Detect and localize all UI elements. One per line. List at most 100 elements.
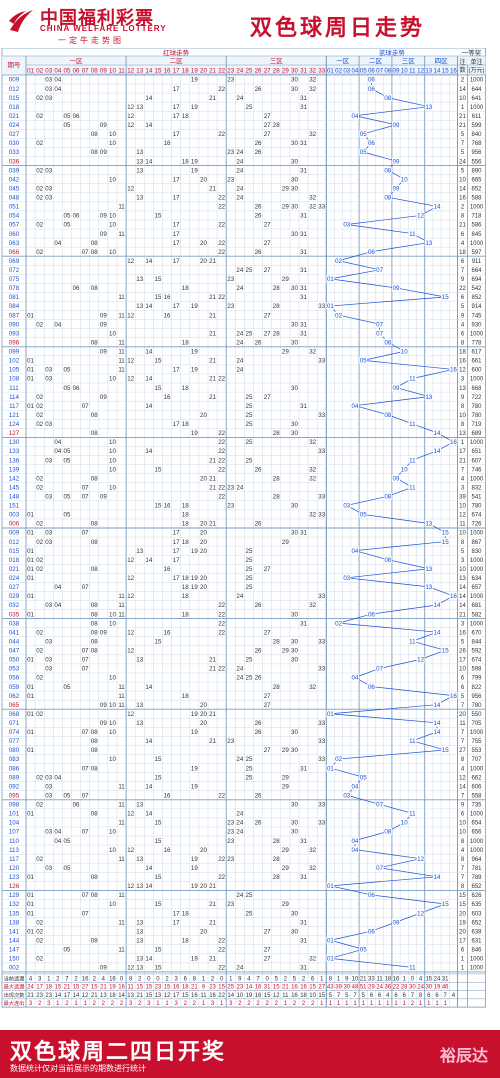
- red-ball-cell: 32: [309, 86, 316, 93]
- red-ball-cell: 09: [100, 312, 107, 319]
- red-ball-cell: 22: [218, 430, 225, 437]
- winners-cell: 5: [461, 168, 465, 174]
- red-ball-cell: 11: [118, 919, 125, 926]
- red-ball-cell: 16: [164, 394, 171, 401]
- red-ball-cell: 19: [191, 765, 198, 772]
- stat-cell: 16: [191, 993, 198, 999]
- red-ball-cell: 31: [300, 765, 307, 772]
- red-number-header: 27: [264, 68, 271, 75]
- blue-number-header: 14: [434, 68, 441, 75]
- red-ball-cell: 29: [282, 204, 289, 211]
- issue-cell: 053: [9, 666, 20, 673]
- red-ball-cell: 32: [309, 439, 316, 446]
- red-ball-cell: 24: [236, 185, 243, 192]
- red-ball-cell: 02: [36, 956, 43, 963]
- red-ball-cell: 19: [191, 783, 198, 790]
- blue-ball-cell: 05: [360, 358, 367, 365]
- footer-brand: 裕辰达: [439, 1048, 488, 1065]
- stat-cell: 2: [165, 976, 169, 982]
- red-ball-cell: 14: [145, 303, 152, 310]
- issue-cell: 038: [9, 620, 20, 627]
- red-ball-cell: 07: [82, 729, 89, 736]
- red-ball-cell: 03: [45, 367, 52, 374]
- welfare-lottery-logo-icon: [9, 10, 33, 32]
- stat-cell: 1: [165, 1001, 169, 1007]
- red-ball-cell: 30: [291, 638, 298, 645]
- red-ball-cell: 22: [218, 484, 225, 491]
- red-ball-cell: 01: [27, 684, 34, 691]
- red-ball-cell: 05: [64, 457, 71, 464]
- red-ball-cell: 04: [54, 448, 61, 455]
- blue-number-header: 12: [417, 68, 424, 75]
- red-ball-cell: 15: [155, 820, 162, 827]
- red-number-header: 13: [136, 68, 143, 75]
- blue-ball-cell: 15: [442, 530, 449, 537]
- red-number-header: 25: [246, 68, 253, 75]
- red-ball-cell: 03: [45, 829, 52, 836]
- red-ball-cell: 23: [227, 176, 234, 183]
- issue-cell: 027: [9, 131, 20, 138]
- red-ball-cell: 24: [236, 339, 243, 346]
- red-ball-cell: 22: [218, 457, 225, 464]
- blue-ball-cell: 14: [434, 729, 441, 736]
- winners-cell: 3: [461, 558, 465, 564]
- red-ball-cell: 31: [300, 620, 307, 627]
- red-ball-cell: 04: [54, 321, 61, 328]
- red-ball-cell: 27: [264, 240, 271, 247]
- amount-cell: 558: [471, 793, 482, 799]
- blue-ball-cell: 08: [384, 829, 391, 836]
- red-ball-cell: 19: [191, 575, 198, 582]
- amount-cell: 914: [471, 304, 482, 310]
- stat-cell: 21: [64, 985, 71, 991]
- stat-cell: 21: [360, 976, 367, 982]
- red-ball-cell: 28: [273, 430, 280, 437]
- red-ball-cell: 25: [246, 403, 253, 410]
- stat-cell: 23: [155, 985, 162, 991]
- page-header: 中国福利彩票 CHINA WELFARE LOTTERY 一定牛走势图 双色球周…: [0, 0, 500, 48]
- red-ball-cell: 18: [182, 937, 189, 944]
- issue-cell: 018: [9, 104, 20, 111]
- red-ball-cell: 10: [109, 720, 116, 727]
- red-ball-cell: 33: [318, 358, 325, 365]
- amount-cell: 1000: [470, 377, 484, 383]
- amount-cell: 656: [471, 830, 482, 836]
- stat-cell: 19: [109, 985, 116, 991]
- stat-cell: 15: [425, 976, 432, 982]
- red-ball-cell: 25: [246, 774, 253, 781]
- red-number-header: 17: [173, 68, 180, 75]
- red-ball-cell: 14: [145, 865, 152, 872]
- red-ball-cell: 30: [291, 158, 298, 165]
- winners-cell: 8: [461, 404, 465, 410]
- red-ball-cell: 05: [64, 113, 71, 120]
- amount-cell: 1000: [470, 812, 484, 818]
- stat-cell: 9: [238, 976, 242, 982]
- stat-cell: 27: [318, 985, 325, 991]
- red-ball-cell: 17: [173, 539, 180, 546]
- red-ball-cell: 08: [91, 339, 98, 346]
- stat-cell: 21: [27, 993, 34, 999]
- issue-cell: 099: [9, 349, 20, 356]
- red-ball-cell: 33: [318, 303, 325, 310]
- stat-cell: 3: [229, 1001, 233, 1007]
- red-ball-cell: 17: [173, 303, 180, 310]
- red-ball-cell: 17: [173, 919, 180, 926]
- red-number-header: 26: [255, 68, 262, 75]
- red-ball-cell: 15: [155, 946, 162, 953]
- red-ball-cell: 12: [127, 711, 134, 718]
- red-ball-cell: 31: [300, 530, 307, 537]
- red-number-header: 33: [318, 68, 325, 75]
- red-ball-cell: 09: [100, 493, 107, 500]
- blue-ball-cell: 07: [376, 666, 383, 673]
- winners-cell: 13: [459, 431, 466, 437]
- stat-cell: 4: [247, 976, 251, 982]
- winners-cell: 5: [461, 150, 465, 156]
- stat-cell: 11: [376, 976, 383, 982]
- winners-cell: 8: [461, 857, 465, 863]
- red-ball-cell: 21: [209, 394, 216, 401]
- stat-cell: 13: [155, 993, 162, 999]
- issue-cell: 113: [9, 847, 19, 854]
- red-ball-cell: 21: [209, 330, 216, 337]
- stat-cell: 13: [100, 993, 107, 999]
- red-ball-cell: 18: [182, 575, 189, 582]
- winners-cell: 16: [459, 630, 466, 636]
